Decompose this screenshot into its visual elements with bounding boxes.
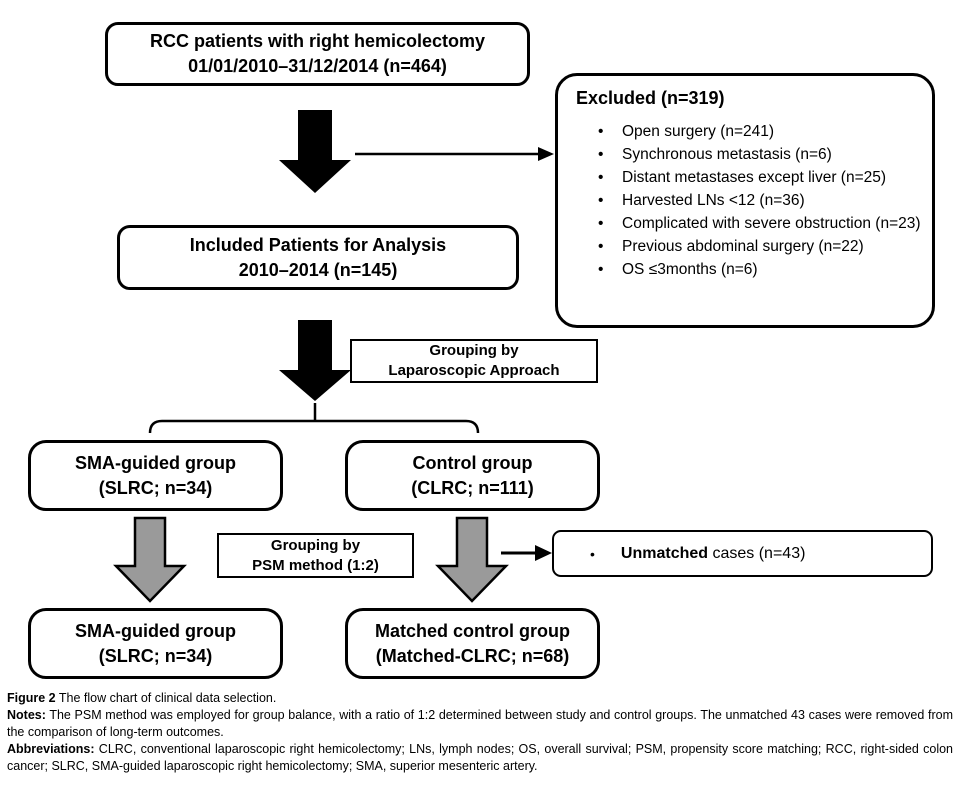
grouping-psm-line1: Grouping by xyxy=(270,536,361,554)
figure-notes: Notes: The PSM method was employed for g… xyxy=(7,707,953,741)
figure-abbreviations: Abbreviations: CLRC, conventional laparo… xyxy=(7,741,953,775)
matched-control-line1: Matched control group xyxy=(375,620,570,641)
excluded-item: Distant metastases except liver (n=25) xyxy=(588,166,922,189)
excluded-item: Previous abdominal surgery (n=22) xyxy=(588,235,922,258)
unmatched-box: • Unmatched cases (n=43) xyxy=(552,530,933,577)
control-group-box: Control group (CLRC; n=111) xyxy=(345,440,600,511)
sma-group-final-line1: SMA-guided group xyxy=(75,620,236,641)
figure-abbreviations-label: Abbreviations: xyxy=(7,742,95,756)
grouping-laparoscopic-label: Grouping by Laparoscopic Approach xyxy=(350,339,598,383)
excluded-item: Complicated with severe obstruction (n=2… xyxy=(588,212,922,235)
excluded-list: Open surgery (n=241) Synchronous metasta… xyxy=(576,120,921,281)
split-bracket xyxy=(148,419,480,434)
figure-caption: Figure 2 The flow chart of clinical data… xyxy=(7,690,953,707)
matched-control-box: Matched control group (Matched-CLRC; n=6… xyxy=(345,608,600,679)
figure-caption-block: Figure 2 The flow chart of clinical data… xyxy=(7,690,953,775)
excluded-item: OS ≤3months (n=6) xyxy=(588,258,922,281)
gray-down-arrow-right xyxy=(435,516,509,603)
sma-group-line2: (SLRC; n=34) xyxy=(98,477,213,498)
gray-down-arrow-left xyxy=(113,516,187,603)
grouping-psm-label: Grouping by PSM method (1:2) xyxy=(217,533,414,578)
excluded-item: Synchronous metastasis (n=6) xyxy=(588,143,922,166)
grouping-laparoscopic-line2: Laparoscopic Approach xyxy=(388,362,560,379)
excluded-box: Excluded (n=319) Open surgery (n=241) Sy… xyxy=(555,73,935,328)
control-group-line2: (CLRC; n=111) xyxy=(411,477,534,498)
down-block-arrow-2 xyxy=(279,320,351,401)
included-patients-box: Included Patients for Analysis 2010–2014… xyxy=(117,225,519,290)
unmatched-bold-text: Unmatched xyxy=(620,544,709,562)
rcc-patients-box: RCC patients with right hemicolectomy 01… xyxy=(105,22,530,86)
arrow-to-excluded-head xyxy=(538,147,554,161)
figure-caption-label: Figure 2 xyxy=(7,691,56,705)
sma-group-box: SMA-guided group (SLRC; n=34) xyxy=(28,440,283,511)
arrow-to-unmatched-head xyxy=(535,545,552,561)
excluded-title: Excluded (n=319) xyxy=(576,88,725,108)
figure-notes-text: The PSM method was employed for group ba… xyxy=(7,708,953,739)
down-block-arrow-1 xyxy=(279,110,351,193)
included-line2: 2010–2014 (n=145) xyxy=(238,259,398,280)
figure-notes-label: Notes: xyxy=(7,708,46,722)
figure-abbreviations-text: CLRC, conventional laparoscopic right he… xyxy=(7,742,953,773)
sma-group-line1: SMA-guided group xyxy=(75,452,236,473)
excluded-item: Harvested LNs <12 (n=36) xyxy=(588,189,922,212)
rcc-patients-line1: RCC patients with right hemicolectomy xyxy=(149,31,486,51)
figure-caption-text: The flow chart of clinical data selectio… xyxy=(55,691,277,705)
grouping-laparoscopic-line1: Grouping by xyxy=(429,342,519,359)
control-group-line1: Control group xyxy=(412,452,533,473)
matched-control-line2: (Matched-CLRC; n=68) xyxy=(375,645,570,666)
grouping-psm-line2: PSM method (1:2) xyxy=(252,556,379,574)
unmatched-bullet: • xyxy=(590,545,595,562)
unmatched-rest-text: cases (n=43) xyxy=(708,544,806,562)
sma-group-final-box: SMA-guided group (SLRC; n=34) xyxy=(28,608,283,679)
excluded-item: Open surgery (n=241) xyxy=(588,120,922,143)
included-line1: Included Patients for Analysis xyxy=(189,234,447,255)
rcc-patients-line2: 01/01/2010–31/12/2014 (n=464) xyxy=(188,56,447,76)
sma-group-final-line2: (SLRC; n=34) xyxy=(98,645,213,666)
